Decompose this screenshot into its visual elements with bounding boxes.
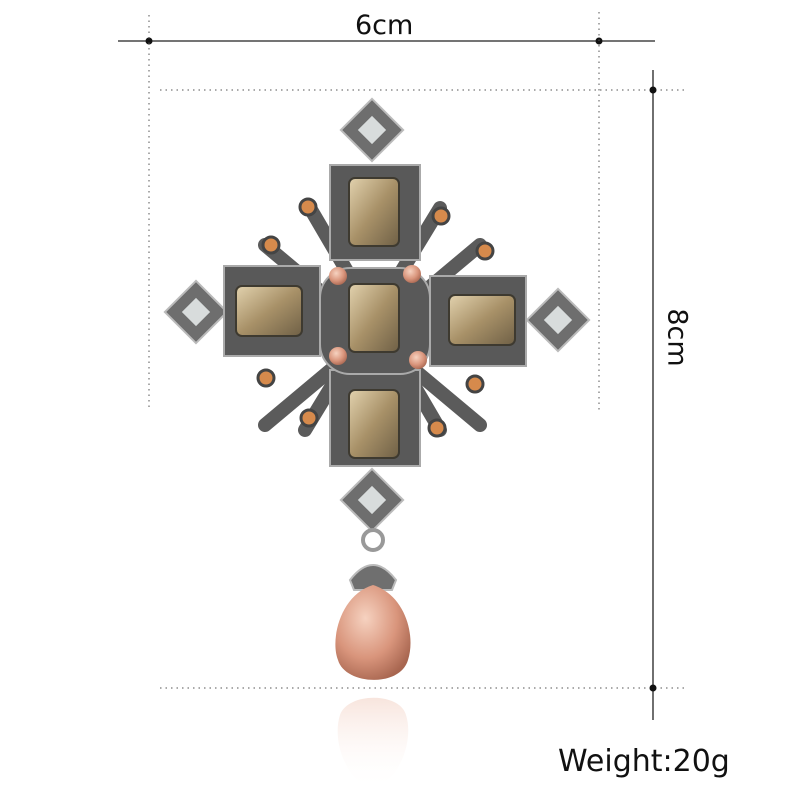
brooch-image (163, 97, 591, 790)
height-endpoint-top (649, 86, 657, 94)
height-label: 8cm (661, 308, 693, 367)
width-label: 6cm (355, 10, 414, 41)
height-endpoint-bottom (649, 684, 657, 692)
weight-label: Weight:20g (558, 744, 730, 779)
width-endpoint-left (145, 37, 153, 45)
